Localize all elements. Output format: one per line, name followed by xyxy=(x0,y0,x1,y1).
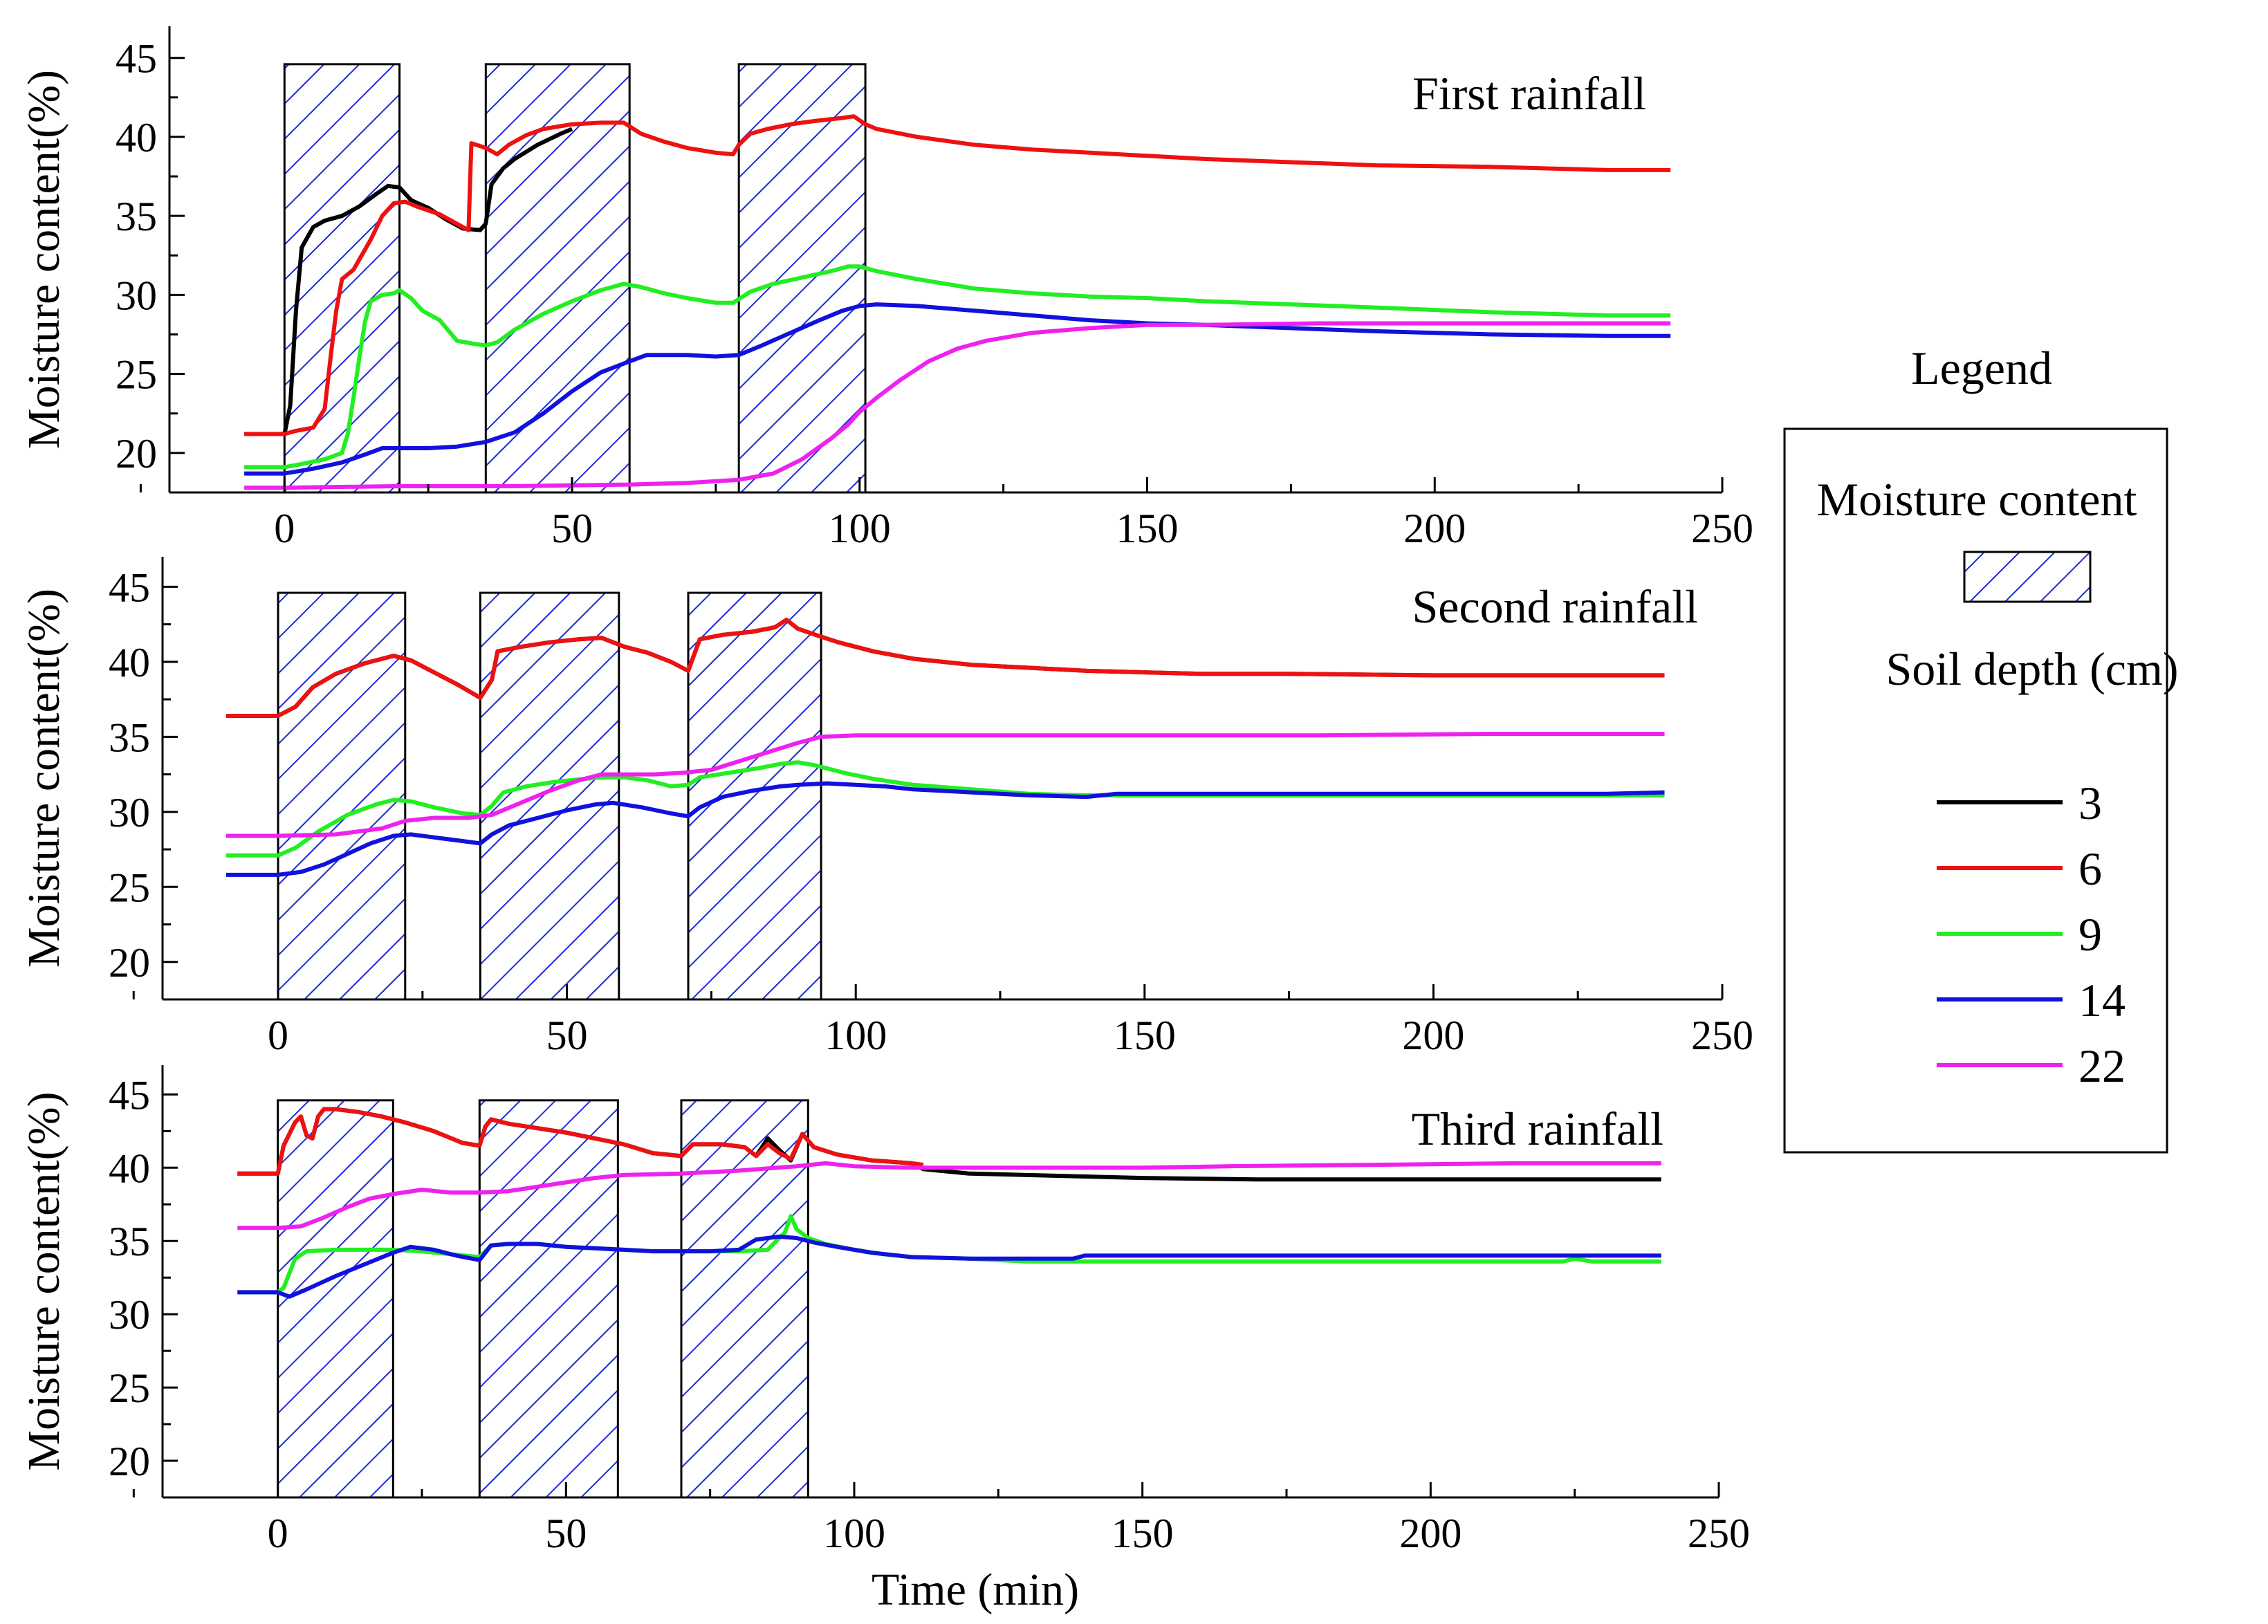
y-tick-label: 45 xyxy=(116,36,157,82)
y-tick-label: 35 xyxy=(109,1219,150,1264)
series-line-depth-14 xyxy=(244,302,1671,476)
legend-rain-swatch xyxy=(1963,551,2092,603)
y-tick-label: 30 xyxy=(109,790,150,836)
panel-title: Second rainfall xyxy=(1412,580,1698,633)
series-line-depth-22 xyxy=(237,1161,1661,1230)
x-tick-label: 100 xyxy=(823,1511,885,1556)
y-tick-label: 45 xyxy=(109,1072,150,1118)
legend-label-depth-6: 6 xyxy=(2078,842,2102,895)
panel-title: Third rainfall xyxy=(1412,1102,1663,1155)
series-line-depth-9 xyxy=(244,264,1671,470)
x-tick-label: 250 xyxy=(1691,1013,1753,1058)
x-tick-label: 50 xyxy=(546,1013,588,1058)
y-tick-label: 20 xyxy=(109,1439,150,1484)
rain-period-1 xyxy=(277,1099,394,1499)
legend-rain-label: Moisture content xyxy=(1817,473,2137,526)
series-line-depth-22 xyxy=(244,321,1671,490)
x-tick-label: 150 xyxy=(1112,1511,1174,1556)
legend-label-depth-14: 14 xyxy=(2078,974,2126,1026)
series-line-depth-14 xyxy=(237,1234,1661,1299)
legend-label-depth-9: 9 xyxy=(2078,908,2102,961)
series-line-depth-14 xyxy=(225,781,1665,877)
series-line-depth-6 xyxy=(225,618,1665,718)
series-line-depth-22 xyxy=(225,732,1665,838)
rain-period-3 xyxy=(687,591,822,1001)
legend-depth-title: Soil depth (cm) xyxy=(1886,643,2178,695)
rain-period-2 xyxy=(479,591,620,1001)
y-tick-label: 40 xyxy=(116,115,157,160)
x-tick-label: 0 xyxy=(274,506,295,551)
x-tick-label: 100 xyxy=(829,506,891,551)
legend-items: 3 6 9 14 22 xyxy=(1937,777,2126,1092)
x-tick-label: 250 xyxy=(1691,506,1753,551)
legend-label-depth-22: 22 xyxy=(2078,1040,2126,1092)
series-line-depth-3 xyxy=(244,127,573,436)
legend-box xyxy=(1783,427,2168,1154)
x-tick-label: 0 xyxy=(268,1013,288,1058)
series-line-depth-6 xyxy=(237,1107,924,1176)
y-tick-label: 30 xyxy=(116,273,157,318)
y-tick-label: 20 xyxy=(109,940,150,986)
legend-label-depth-3: 3 xyxy=(2078,777,2102,829)
y-tick-label: 30 xyxy=(109,1292,150,1338)
x-tick-label: 50 xyxy=(545,1511,587,1556)
series-line-depth-9 xyxy=(225,760,1665,858)
x-tick-label: 150 xyxy=(1114,1013,1176,1058)
series-line-depth-6 xyxy=(244,114,1671,436)
y-tick-label: 40 xyxy=(109,1145,150,1191)
x-tick-label: 150 xyxy=(1116,506,1179,551)
panel-first-rainfall: 0 50 100 150 200 250 20 25 30 35 40 45 Moisture cont… xyxy=(19,26,1753,551)
series-line-depth-3 xyxy=(225,618,1665,718)
x-tick-label: 250 xyxy=(1688,1511,1750,1556)
panel-second-rainfall: 0 50 100 150 200 250 20 25 30 35 40 45 Moisture cont… xyxy=(19,557,1753,1058)
y-tick-label: 20 xyxy=(116,431,157,477)
panel-third-rainfall: 0 50 100 150 200 250 20 25 30 35 40 45 Moisture cont… xyxy=(19,1065,1750,1556)
y-axis-label: Moisture content(%) xyxy=(19,589,69,968)
y-tick-label: 25 xyxy=(116,352,157,398)
y-axis-label: Moisture content(%) xyxy=(19,70,69,449)
x-tick-label: 0 xyxy=(268,1511,288,1556)
panel-title: First rainfall xyxy=(1412,67,1646,120)
x-tick-label: 200 xyxy=(1403,506,1466,551)
x-tick-label: 200 xyxy=(1402,1013,1464,1058)
y-axis-label: Moisture content(%) xyxy=(19,1091,69,1470)
y-tick-label: 25 xyxy=(109,865,150,910)
legend: Legend Moisture content Soil depth (cm) … xyxy=(1783,342,2179,1154)
y-tick-label: 25 xyxy=(109,1365,150,1411)
legend-title: Legend xyxy=(1911,342,2052,394)
y-tick-label: 35 xyxy=(109,714,150,760)
y-tick-label: 35 xyxy=(116,194,157,239)
rain-period-1 xyxy=(277,591,407,1001)
x-tick-label: 200 xyxy=(1399,1511,1462,1556)
x-tick-label: 50 xyxy=(551,506,593,551)
y-tick-label: 45 xyxy=(109,564,150,610)
y-tick-label: 40 xyxy=(109,640,150,685)
rain-period-2 xyxy=(478,1099,619,1499)
x-tick-label: 100 xyxy=(824,1013,887,1058)
x-axis-label: Time (min) xyxy=(872,1565,1079,1615)
